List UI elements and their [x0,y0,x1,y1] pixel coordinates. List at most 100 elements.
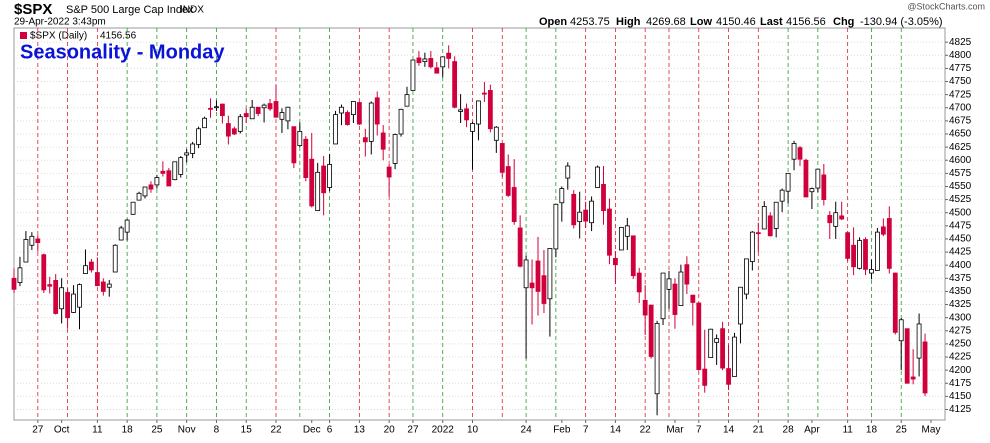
candle-body [89,261,94,271]
x-tick-label: 6 [327,425,333,436]
candle-body [898,319,904,342]
x-tick-label: Nov [178,425,196,436]
y-tick-label: 4525 [949,194,972,205]
x-tick-label: Dec [303,425,321,436]
candle-body [118,227,124,241]
y-tick-label: 4125 [949,404,972,415]
candle-body [904,328,910,384]
candle-body [410,59,416,91]
x-tick-label: 2022 [432,425,455,436]
candle-body [833,212,839,227]
candle-body [815,168,821,189]
open-value: 4253.75 [570,16,610,28]
candle-body [273,101,279,118]
y-tick-label: 4175 [949,378,972,389]
candle-body [368,102,374,142]
last-label: Last [760,16,783,28]
candle-body [255,106,261,114]
candle-body [428,58,434,68]
candle-body [839,215,845,220]
candle-body [225,123,231,137]
candle-body [547,248,553,300]
candle-body [208,107,213,110]
candle-body [583,209,589,222]
candle-body [231,128,237,135]
candle-body [386,166,392,178]
candle-body [220,103,225,117]
candle-body [172,161,178,181]
y-tick-label: 4375 [949,273,972,284]
x-tick-label: 28 [783,425,795,436]
exchange: INDX [180,5,204,16]
y-tick-label: 4450 [949,234,972,245]
candle-body [809,188,815,193]
candle-body [499,143,505,173]
candle-body [59,287,65,310]
candle-body [47,284,53,287]
y-tick-label: 4150 [949,391,972,402]
candle-body [94,272,100,287]
candle-body [493,126,499,141]
candle-body [261,104,267,109]
candle-body [470,123,475,132]
candle-body [702,368,708,386]
candle-body [458,109,463,112]
x-tick-label: 14 [610,425,622,436]
x-tick-label: Apr [804,425,820,436]
candle-body [136,192,142,201]
candle-body [309,158,315,207]
candle-body [535,260,541,292]
y-tick-label: 4425 [949,247,972,258]
candle-body [624,225,630,237]
y-tick-label: 4325 [949,299,972,310]
y-tick-label: 4200 [949,365,972,376]
watermark: @StockCharts.com [907,1,985,11]
x-tick-label: 18 [122,425,134,436]
candle-body [446,52,452,59]
candle-body [511,187,517,223]
x-tick-label: 21 [753,425,765,436]
legend-label: $SPX (Daily) [30,31,87,42]
y-tick-label: 4650 [949,129,972,140]
candle-body [714,338,720,343]
y-tick-label: 4350 [949,286,972,297]
y-tick-label: 4300 [949,312,972,323]
legend-value: 4156.56 [100,31,137,42]
candle-body [362,137,368,143]
candle-body [202,117,207,129]
candle-body [77,284,82,308]
candle-body [773,201,779,229]
candle-body [660,272,666,320]
x-tick-label: 11 [92,425,103,436]
candle-body [154,177,160,186]
candle-body [732,336,737,377]
candle-body [83,265,88,274]
candle-body [857,240,862,269]
candle-body [738,286,743,325]
candle-body [487,90,493,130]
candle-body [351,101,356,115]
candle-body [601,183,606,212]
candle-body [797,147,803,160]
x-tick-label: 13 [354,425,366,436]
candle-body [696,302,702,371]
x-tick-label: Mar [666,425,684,436]
candle-body [607,208,612,256]
candle-body [374,97,380,125]
candle-body [875,231,880,271]
candle-body [464,108,469,121]
candle-body [398,108,404,135]
candle-body [65,292,70,319]
candle-body [23,239,29,263]
candle-body [35,238,41,244]
candle-body [356,102,362,125]
y-tick-label: 4400 [949,260,972,271]
candle-body [11,277,17,290]
candle-body [827,214,833,224]
x-tick-label: Feb [553,425,571,436]
candle-body [29,235,35,246]
candle-body [380,132,386,150]
candle-body [648,304,654,357]
candle-body [41,254,47,291]
